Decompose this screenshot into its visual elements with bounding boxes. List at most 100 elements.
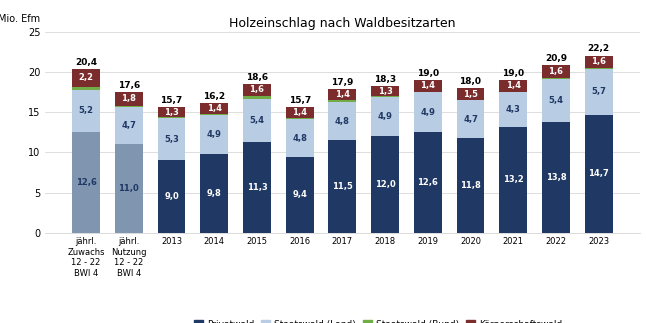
Bar: [371, 96, 399, 97]
Bar: [243, 96, 271, 99]
Bar: [115, 92, 143, 106]
Text: 15,7: 15,7: [160, 96, 183, 105]
Text: 20,9: 20,9: [545, 54, 567, 63]
Text: 5,2: 5,2: [79, 106, 94, 115]
Text: 18,6: 18,6: [246, 73, 268, 82]
Bar: [200, 154, 228, 233]
Bar: [286, 119, 313, 157]
Bar: [158, 107, 185, 117]
Bar: [329, 100, 356, 102]
Bar: [585, 69, 612, 115]
Bar: [72, 90, 100, 132]
Text: 11,3: 11,3: [247, 183, 267, 192]
Text: 1,4: 1,4: [292, 108, 307, 117]
Bar: [243, 99, 271, 142]
Bar: [414, 92, 442, 132]
Text: 17,9: 17,9: [331, 78, 353, 87]
Bar: [499, 127, 527, 233]
Text: 5,3: 5,3: [164, 135, 179, 144]
Bar: [200, 115, 228, 154]
Bar: [115, 106, 143, 107]
Text: 4,8: 4,8: [335, 117, 350, 126]
Text: 1,8: 1,8: [121, 94, 136, 103]
Text: 1,4: 1,4: [335, 90, 350, 99]
Bar: [243, 142, 271, 233]
Text: 1,6: 1,6: [591, 57, 606, 67]
Text: 5,4: 5,4: [548, 96, 563, 105]
Text: 15,7: 15,7: [289, 96, 311, 105]
Bar: [457, 100, 484, 138]
Bar: [414, 80, 442, 92]
Text: 14,7: 14,7: [589, 169, 609, 178]
Bar: [542, 79, 570, 122]
Text: 19,0: 19,0: [502, 69, 525, 78]
Bar: [286, 107, 313, 118]
Bar: [243, 84, 271, 96]
Bar: [329, 141, 356, 233]
Text: 1,5: 1,5: [463, 90, 478, 99]
Legend: Privatwald, Staatswald (Land), Staatswald (Bund), Körperschaftswald: Privatwald, Staatswald (Land), Staatswal…: [191, 316, 565, 323]
Text: 20,4: 20,4: [75, 58, 97, 67]
Bar: [72, 87, 100, 90]
Bar: [72, 69, 100, 87]
Text: 1,3: 1,3: [378, 87, 393, 96]
Text: 1,4: 1,4: [421, 81, 435, 90]
Text: 4,7: 4,7: [463, 115, 478, 124]
Bar: [499, 80, 527, 92]
Text: 4,9: 4,9: [421, 108, 435, 117]
Text: 19,0: 19,0: [417, 69, 439, 78]
Bar: [499, 92, 527, 127]
Text: 4,7: 4,7: [121, 121, 136, 130]
Bar: [329, 89, 356, 100]
Text: 11,5: 11,5: [332, 182, 353, 191]
Text: 13,2: 13,2: [503, 175, 524, 184]
Bar: [286, 118, 313, 119]
Text: 12,0: 12,0: [375, 180, 395, 189]
Bar: [329, 102, 356, 141]
Text: 1,3: 1,3: [164, 108, 179, 117]
Bar: [542, 65, 570, 78]
Text: 5,4: 5,4: [249, 116, 264, 125]
Bar: [542, 122, 570, 233]
Text: 11,0: 11,0: [118, 184, 139, 193]
Bar: [457, 89, 484, 100]
Bar: [72, 132, 100, 233]
Bar: [585, 68, 612, 69]
Text: Mio. Efm: Mio. Efm: [0, 14, 40, 24]
Text: 4,8: 4,8: [292, 133, 307, 142]
Text: 16,2: 16,2: [203, 92, 225, 101]
Text: 9,0: 9,0: [164, 192, 179, 201]
Bar: [585, 115, 612, 233]
Text: 1,4: 1,4: [207, 104, 222, 113]
Bar: [542, 78, 570, 79]
Text: 9,4: 9,4: [292, 191, 307, 199]
Text: 12,6: 12,6: [417, 178, 438, 187]
Bar: [115, 144, 143, 233]
Bar: [200, 103, 228, 114]
Bar: [158, 161, 185, 233]
Bar: [585, 56, 612, 68]
Text: 18,3: 18,3: [374, 75, 396, 84]
Title: Holzeinschlag nach Waldbesitzarten: Holzeinschlag nach Waldbesitzarten: [229, 17, 455, 30]
Text: 4,9: 4,9: [378, 112, 393, 121]
Text: 17,6: 17,6: [118, 80, 140, 89]
Bar: [371, 136, 399, 233]
Text: 1,6: 1,6: [249, 86, 264, 94]
Text: 1,4: 1,4: [506, 81, 521, 90]
Bar: [414, 132, 442, 233]
Bar: [158, 118, 185, 161]
Bar: [158, 117, 185, 118]
Text: 9,8: 9,8: [207, 189, 222, 198]
Text: 1,6: 1,6: [548, 67, 563, 76]
Text: 4,9: 4,9: [207, 130, 222, 139]
Text: 12,6: 12,6: [76, 178, 96, 187]
Text: 13,8: 13,8: [546, 173, 567, 182]
Bar: [115, 107, 143, 144]
Bar: [457, 138, 484, 233]
Bar: [371, 86, 399, 96]
Text: 4,3: 4,3: [506, 105, 521, 114]
Text: 22,2: 22,2: [588, 44, 610, 53]
Bar: [286, 157, 313, 233]
Bar: [371, 97, 399, 136]
Text: 5,7: 5,7: [591, 88, 606, 97]
